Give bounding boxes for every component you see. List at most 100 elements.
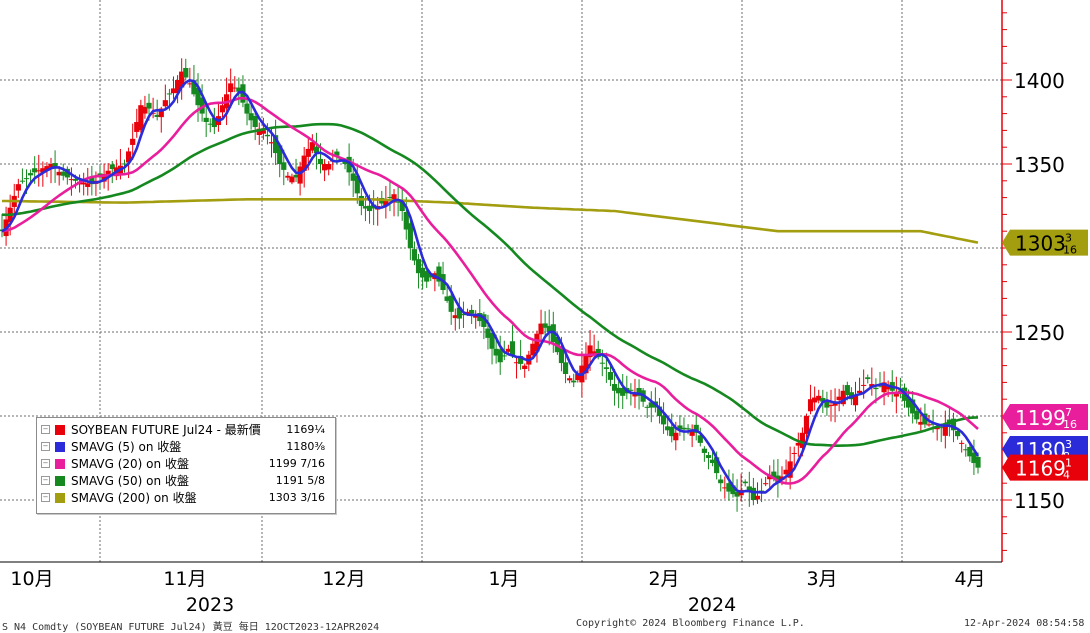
candle-body xyxy=(309,142,315,151)
last-value-tags: 13033161199716118038116914 xyxy=(1002,229,1088,482)
x-axis: 10月 11月 12月 1月 2月 3月 4月 2023 2024 xyxy=(0,561,1002,616)
candle-body xyxy=(15,184,21,191)
candle-body xyxy=(505,348,511,352)
candle-body xyxy=(142,106,148,114)
candle-body xyxy=(856,390,863,393)
candle-body xyxy=(199,97,205,114)
chart-series xyxy=(0,58,981,512)
candle-body xyxy=(718,479,724,484)
legend-swatch xyxy=(55,459,65,469)
candle-body xyxy=(803,416,810,434)
x-month-label: 3月 xyxy=(806,568,837,590)
collapse-icon[interactable]: − xyxy=(41,493,50,502)
candle-body xyxy=(509,341,516,356)
candle-body xyxy=(918,421,924,425)
candle-body xyxy=(19,180,26,182)
candle-body xyxy=(285,175,291,178)
candle-body xyxy=(411,249,418,261)
candle-body xyxy=(158,108,164,118)
last-value-tag: 1303 316 xyxy=(1002,229,1088,257)
candle-body xyxy=(669,426,675,437)
candle-body xyxy=(248,113,254,121)
collapse-icon[interactable]: − xyxy=(41,476,50,485)
candle-body xyxy=(313,146,320,154)
candle-body xyxy=(914,410,920,420)
candle-body xyxy=(538,323,544,335)
candle-body xyxy=(795,442,801,446)
candle-body xyxy=(865,377,871,380)
candle-body xyxy=(72,178,79,181)
candle-body xyxy=(885,386,891,390)
candle-body xyxy=(869,384,875,387)
candle-body xyxy=(473,315,479,318)
legend-row-sma50: − SMAVG (50) on 收盤 1191 5/8 xyxy=(41,473,331,489)
candle-body xyxy=(301,155,307,171)
candle-body xyxy=(746,486,752,492)
x-month-label: 11月 xyxy=(163,568,206,590)
candle-body xyxy=(567,378,573,381)
candle-body xyxy=(954,430,961,437)
tag-fraction-denominator: 4 xyxy=(1063,469,1070,482)
legend-swatch xyxy=(55,425,65,435)
candle-body xyxy=(705,455,712,458)
collapse-icon[interactable]: − xyxy=(41,442,50,451)
candle-body xyxy=(162,100,168,107)
candle-body xyxy=(950,418,957,431)
sma200-line xyxy=(2,198,979,244)
candle-body xyxy=(709,459,716,464)
candle-body xyxy=(758,490,765,492)
candle-body xyxy=(693,424,699,433)
candle-body xyxy=(403,211,409,230)
legend-swatch xyxy=(55,493,65,503)
legend[interactable]: − SOYBEAN FUTURE Jul24 - 最新價 1169¼ − SMA… xyxy=(36,417,336,514)
candle-body xyxy=(673,432,679,441)
x-year-label: 2023 xyxy=(186,594,234,616)
tag-background xyxy=(1002,403,1088,430)
sma20-line xyxy=(1,96,979,485)
candle-body xyxy=(599,362,605,364)
x-year-label: 2024 xyxy=(688,594,736,616)
collapse-icon[interactable]: − xyxy=(41,425,50,434)
candle-body xyxy=(665,426,671,431)
candle-body xyxy=(101,174,107,182)
candle-body xyxy=(611,384,618,391)
candle-body xyxy=(852,395,859,406)
candle-body xyxy=(660,415,667,425)
candle-body xyxy=(722,487,728,489)
y-tick-label: 1350 xyxy=(1014,153,1065,177)
candle-body xyxy=(616,387,622,394)
collapse-icon[interactable]: − xyxy=(41,459,50,468)
candle-body xyxy=(277,145,283,164)
candle-body xyxy=(497,349,503,363)
candle-body xyxy=(244,103,250,114)
candle-body xyxy=(881,382,887,393)
candle-body xyxy=(893,392,899,397)
candle-body xyxy=(522,365,528,369)
candle-body xyxy=(452,315,458,319)
candle-body xyxy=(583,355,589,374)
candle-body xyxy=(938,427,944,429)
candle-body xyxy=(134,122,140,132)
candle-body xyxy=(591,351,597,354)
candle-body xyxy=(138,105,144,131)
candle-body xyxy=(975,456,981,468)
candle-body xyxy=(534,333,540,352)
legend-label: SOYBEAN FUTURE Jul24 - 最新價 xyxy=(71,423,261,437)
y-tick-label: 1250 xyxy=(1014,321,1065,345)
candle-body xyxy=(420,267,426,278)
candle-body xyxy=(387,196,393,198)
sma50-line xyxy=(1,122,979,447)
tag-fraction-numerator: 3 xyxy=(1065,232,1072,245)
x-month-label: 10月 xyxy=(10,568,53,590)
x-month-label: 4月 xyxy=(954,568,985,590)
candle-body xyxy=(460,313,467,316)
candle-body xyxy=(236,87,242,92)
candle-body xyxy=(587,345,593,358)
candle-body xyxy=(750,487,756,500)
candle-body xyxy=(187,83,193,85)
candle-body xyxy=(489,332,495,349)
candle-body xyxy=(799,432,806,448)
candle-body xyxy=(252,115,258,128)
legend-value: 1180⅜ xyxy=(286,440,325,453)
candle-body xyxy=(571,380,577,383)
